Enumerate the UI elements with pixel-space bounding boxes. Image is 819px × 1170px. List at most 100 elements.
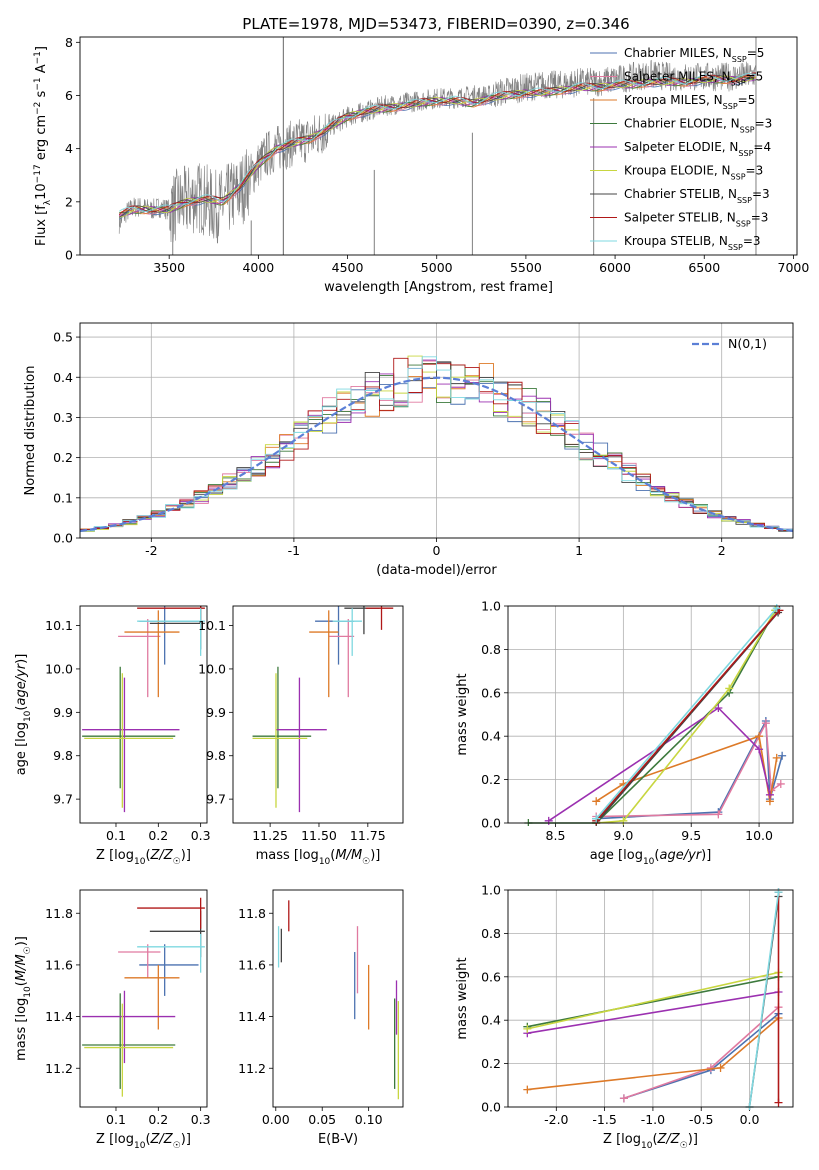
mass-weight-series bbox=[524, 606, 780, 826]
mass-weight-series bbox=[592, 604, 781, 823]
mass-vs-EBV-axes: 0.00 0.05 0.10 11.2 11.4 11.6 11.8 bbox=[238, 906, 382, 1127]
mass-weight-series bbox=[745, 888, 783, 1110]
y-tick-label: 0.0 bbox=[481, 1100, 501, 1115]
legend-label: Salpeter MILES, NSSP=5 bbox=[624, 70, 763, 88]
errorbar-point bbox=[137, 608, 205, 656]
errorbar-point bbox=[344, 606, 380, 635]
y-tick-label: 11.8 bbox=[45, 906, 73, 921]
mass-vs-Z-plot bbox=[82, 897, 205, 1097]
age-vs-mass-plot bbox=[252, 606, 394, 813]
age-vs-mass-frame bbox=[232, 605, 404, 824]
legend-label: Chabrier MILES, NSSP=5 bbox=[624, 46, 764, 64]
y-tick-label: 0.8 bbox=[481, 642, 501, 657]
x-tick-label: 0.00 bbox=[262, 1112, 290, 1127]
legend-label: Kroupa STELIB, NSSP=3 bbox=[624, 234, 761, 252]
histogram-step bbox=[80, 356, 793, 538]
mass-weight-marker bbox=[619, 816, 628, 825]
mass-weight-line bbox=[596, 720, 782, 818]
y-tick-label: 10.1 bbox=[198, 618, 226, 633]
mass-weight-vs-age-plot bbox=[524, 604, 787, 826]
x-tick-label: 4000 bbox=[242, 260, 274, 275]
mass-weight-vs-Z-frame bbox=[507, 889, 794, 1108]
y-tick-label: 10.1 bbox=[45, 618, 73, 633]
age-vs-Z-frame bbox=[79, 605, 208, 824]
y-tick-label: 11.4 bbox=[238, 1009, 266, 1024]
y-tick-label: 10.0 bbox=[198, 661, 226, 676]
x-tick-label: 0.05 bbox=[308, 1112, 336, 1127]
errorbar-point bbox=[82, 666, 176, 789]
y-tick-label: 0.4 bbox=[53, 370, 73, 385]
errorbar-point bbox=[137, 933, 205, 973]
y-tick-label: 1.0 bbox=[481, 599, 501, 614]
x-tick-label: 0 bbox=[433, 543, 441, 558]
errorbar-point bbox=[252, 666, 312, 789]
spectrum-legend: Chabrier MILES, NSSP=5 Salpeter MILES, NS… bbox=[590, 46, 772, 252]
mass-vs-Z-axes: 0.1 0.2 0.3 11.2 11.4 11.6 11.8 bbox=[45, 906, 210, 1127]
errorbar-point bbox=[82, 990, 176, 1064]
mass-weight-marker bbox=[765, 790, 774, 799]
x-tick-label: 0.3 bbox=[191, 1112, 211, 1127]
y-tick-label: 11.2 bbox=[45, 1061, 73, 1076]
x-tick-label: 6500 bbox=[688, 260, 720, 275]
x-tick-label: 0.10 bbox=[355, 1112, 383, 1127]
errorbar-point bbox=[82, 677, 180, 813]
errorbar-point bbox=[332, 608, 362, 656]
y-tick-label: 0.0 bbox=[53, 531, 73, 546]
y-tick-label: 2 bbox=[65, 194, 73, 209]
mass-weight-marker bbox=[774, 888, 783, 897]
y-tick-label: 11.4 bbox=[45, 1009, 73, 1024]
mass-vs-Z-frame bbox=[79, 889, 208, 1108]
x-tick-label: -1.5 bbox=[592, 1112, 616, 1127]
x-tick-label: 0.1 bbox=[106, 1112, 126, 1127]
y-tick-label: 11.8 bbox=[238, 906, 266, 921]
x-tick-label: 1 bbox=[575, 543, 583, 558]
errorbar-point bbox=[124, 964, 180, 1030]
mass-weight-marker bbox=[544, 816, 553, 825]
x-tick-label: -1.0 bbox=[641, 1112, 665, 1127]
y-tick-label: 9.7 bbox=[53, 792, 73, 807]
mass-weight-marker bbox=[619, 1094, 628, 1103]
y-tick-label: 6 bbox=[65, 88, 73, 103]
mass-weight-vs-Z-plot bbox=[523, 888, 783, 1110]
x-tick-label: 4500 bbox=[332, 260, 364, 275]
x-tick-label: 5500 bbox=[510, 260, 542, 275]
errorbar-point bbox=[309, 610, 339, 698]
errorbar-point bbox=[84, 673, 174, 808]
errorbar-point bbox=[149, 910, 205, 958]
y-tick-label: 0.0 bbox=[481, 816, 501, 831]
mass-weight-marker bbox=[755, 745, 764, 754]
mass-weight-vs-Z-ylabel: mass weight bbox=[455, 957, 470, 1039]
y-tick-label: 0.2 bbox=[481, 772, 501, 787]
errorbar-point bbox=[252, 673, 308, 808]
y-tick-label: 0.1 bbox=[53, 490, 73, 505]
y-tick-label: 11.2 bbox=[238, 1061, 266, 1076]
legend-label: Salpeter STELIB, NSSP=3 bbox=[624, 211, 768, 229]
y-tick-label: 0.4 bbox=[481, 729, 501, 744]
spectrum-xlabel: wavelength [Angstrom, rest frame] bbox=[324, 280, 553, 295]
y-tick-label: 0.6 bbox=[481, 685, 501, 700]
spectrum-plot bbox=[118, 37, 757, 255]
spectrum-frame bbox=[79, 36, 798, 256]
y-tick-label: 0.2 bbox=[481, 1056, 501, 1071]
errorbar-point bbox=[124, 610, 180, 698]
age-vs-Z-ylabel: age [log10(age/yr)] bbox=[14, 654, 33, 776]
x-tick-label: 8.5 bbox=[546, 828, 566, 843]
y-tick-label: 4 bbox=[65, 141, 73, 156]
mass-weight-marker bbox=[523, 1085, 532, 1094]
mass-weight-marker bbox=[725, 684, 734, 693]
mass-weight-series bbox=[592, 719, 785, 821]
y-tick-label: 11.6 bbox=[45, 957, 73, 972]
legend-label: Chabrier STELIB, NSSP=3 bbox=[624, 187, 770, 205]
mass-vs-EBV-frame bbox=[272, 889, 404, 1108]
spectrum-axes: 3500 4000 4500 5000 5500 6000 6500 7000 0 2 4 6 8 bbox=[65, 35, 809, 275]
mass-weight-marker bbox=[772, 604, 781, 613]
x-tick-label: 0.3 bbox=[191, 828, 211, 843]
legend-label: Kroupa MILES, NSSP=5 bbox=[624, 93, 755, 111]
x-tick-label: 9.0 bbox=[613, 828, 633, 843]
mass-weight-marker bbox=[714, 810, 723, 819]
mass-vs-EBV-xlabel: E(B-V) bbox=[318, 1132, 358, 1147]
mass-weight-marker bbox=[592, 797, 601, 806]
x-tick-label: 0.2 bbox=[148, 828, 168, 843]
mass-weight-vs-Z-xlabel: Z [log10(Z/Z☉)] bbox=[603, 1132, 698, 1151]
